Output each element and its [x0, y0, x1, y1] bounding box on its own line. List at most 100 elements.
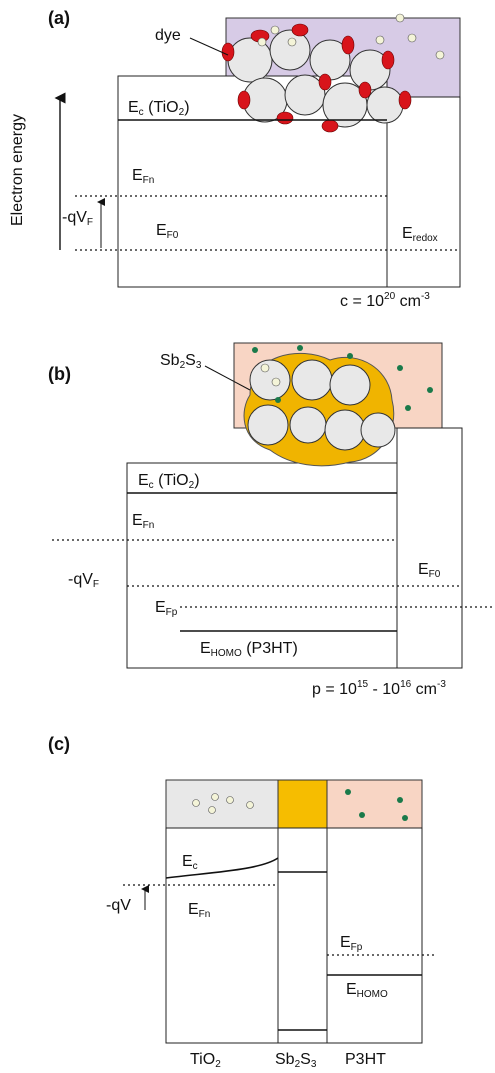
sb2s3-box: [278, 828, 327, 1043]
shape: [347, 353, 353, 359]
shape: [361, 413, 395, 447]
text-part: S: [185, 352, 196, 369]
shape: [212, 794, 219, 801]
text-part: (TiO: [144, 99, 179, 116]
text-part: E: [188, 901, 199, 918]
text-part: c: [193, 861, 198, 872]
shape: [399, 91, 411, 109]
text-part: 3: [311, 1059, 317, 1070]
text-part: 15: [357, 679, 369, 690]
text-part: F: [87, 217, 93, 228]
concentration: c = 1020 cm-3: [340, 291, 430, 310]
shape: [272, 378, 280, 386]
text-part: Fn: [199, 909, 211, 920]
text-part: (P3HT): [242, 640, 298, 657]
shape: [396, 14, 404, 22]
shape: [397, 365, 403, 371]
shape: [322, 120, 338, 132]
text-part: E: [402, 225, 413, 242]
shape: [222, 43, 234, 61]
figure: (a) dye Ec (TiO2) EFn EF0 Eredox Electro…: [0, 0, 495, 1073]
text-part: ): [194, 472, 199, 489]
p3ht-top: [327, 780, 422, 828]
shape: [271, 26, 279, 34]
tio2-top: [166, 780, 278, 828]
text-part: E: [346, 981, 357, 998]
electrolyte-box: [387, 97, 460, 287]
text-part: S: [300, 1051, 311, 1068]
text-part: Fn: [143, 520, 155, 531]
text-part: E: [418, 561, 429, 578]
shape: [193, 800, 200, 807]
shape: [250, 360, 290, 400]
text-part: Sb: [275, 1051, 295, 1068]
text-part: 20: [384, 291, 396, 302]
tio2-label: TiO2: [190, 1051, 221, 1070]
shape: [382, 51, 394, 69]
shape: [247, 802, 254, 809]
p3ht-box: [397, 428, 462, 668]
text-part: cm: [395, 293, 421, 310]
panel-label: (c): [48, 734, 70, 754]
text-part: E: [155, 599, 166, 616]
shape: [342, 36, 354, 54]
text-part: p = 10: [312, 681, 357, 698]
text-part: redox: [413, 233, 438, 244]
shape: [345, 789, 351, 795]
text-part: E: [132, 512, 143, 529]
text-part: E: [138, 472, 149, 489]
text-part: 16: [400, 679, 412, 690]
text-part: F: [93, 579, 99, 590]
shape: [270, 30, 310, 70]
qv-label: -qVF: [62, 209, 93, 228]
text-part: Fp: [351, 942, 363, 953]
shape: [227, 797, 234, 804]
shape: [258, 38, 266, 46]
shape: [290, 407, 326, 443]
sb2s3-top: [278, 780, 327, 828]
text-part: 2: [215, 1059, 221, 1070]
shape: [359, 812, 365, 818]
panel-label: (b): [48, 364, 71, 384]
shape: [408, 34, 416, 42]
text-part: TiO: [190, 1051, 215, 1068]
shape: [427, 387, 433, 393]
shape: [325, 410, 365, 450]
text-part: E: [128, 99, 139, 116]
text-part: E: [132, 167, 143, 184]
text-part: (TiO: [154, 472, 189, 489]
shape: [319, 74, 331, 90]
text-part: E: [340, 934, 351, 951]
panel-c: (c) Ec EFn -qV EFp EHOMO TiO2 Sb2S3 P3HT: [48, 734, 435, 1070]
shape: [248, 405, 288, 445]
text-part: -qV: [68, 571, 93, 588]
text-part: c = 10: [340, 293, 384, 310]
panel-label: (a): [48, 8, 70, 28]
text-part: 3: [196, 360, 202, 371]
shape: [402, 815, 408, 821]
qv-label: -qV: [106, 897, 131, 914]
absorber-label: Sb2S3: [160, 352, 202, 371]
text-part: Sb: [160, 352, 180, 369]
shape: [252, 347, 258, 353]
concentration: p = 1015 - 1016 cm-3: [312, 679, 446, 698]
shape: [330, 365, 370, 405]
axis-label: Electron energy: [9, 114, 26, 226]
shape: [209, 807, 216, 814]
qv-label: -qVF: [68, 571, 99, 590]
shape: [359, 82, 371, 98]
shape: [288, 38, 296, 46]
shape: [292, 360, 332, 400]
shape: [275, 397, 281, 403]
p3ht-label: P3HT: [345, 1051, 386, 1068]
text-part: E: [156, 222, 167, 239]
shape: [376, 36, 384, 44]
text-part: F0: [167, 230, 179, 241]
text-part: F0: [429, 569, 441, 580]
shape: [261, 364, 269, 372]
panel-a: (a) dye Ec (TiO2) EFn EF0 Eredox Electro…: [9, 8, 460, 310]
text-part: HOMO: [211, 648, 242, 659]
text-part: -qV: [62, 209, 87, 226]
text-part: ): [184, 99, 189, 116]
text-part: -3: [437, 679, 446, 690]
